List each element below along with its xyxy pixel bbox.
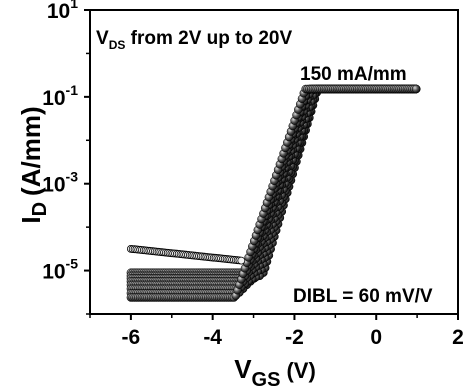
x-tick-label: 0 <box>370 326 382 349</box>
x-tick-label: -4 <box>203 326 222 349</box>
series-top-leakage <box>126 244 246 265</box>
vds-annotation: VDS from 2V up to 20V <box>96 28 292 52</box>
y-axis-label: ID(A/mm) <box>16 106 51 223</box>
x-tick-label: -2 <box>285 326 304 349</box>
y-tick-label: 10-1 <box>42 82 78 110</box>
y-tick-label: 10-5 <box>42 256 78 284</box>
x-axis-ticks: -6 -4 -2 0 2 <box>89 314 464 349</box>
series-8 <box>126 84 421 302</box>
y-tick-label: 10-3 <box>42 169 78 197</box>
x-axis-label: VGS (V) <box>234 354 316 391</box>
x-tick-label: 2 <box>452 326 464 349</box>
y-axis-ticks: 101 10-1 10-3 10-5 <box>42 0 90 315</box>
plot-frame <box>89 9 459 315</box>
data-point <box>411 84 421 94</box>
max-current-annotation: 150 mA/mm <box>300 64 407 85</box>
y-tick-label: 101 <box>47 0 78 23</box>
dibl-annotation: DIBL = 60 mV/V <box>293 286 433 307</box>
x-tick-label: -6 <box>122 326 141 349</box>
data-point <box>237 256 246 265</box>
data-marks <box>126 84 421 302</box>
